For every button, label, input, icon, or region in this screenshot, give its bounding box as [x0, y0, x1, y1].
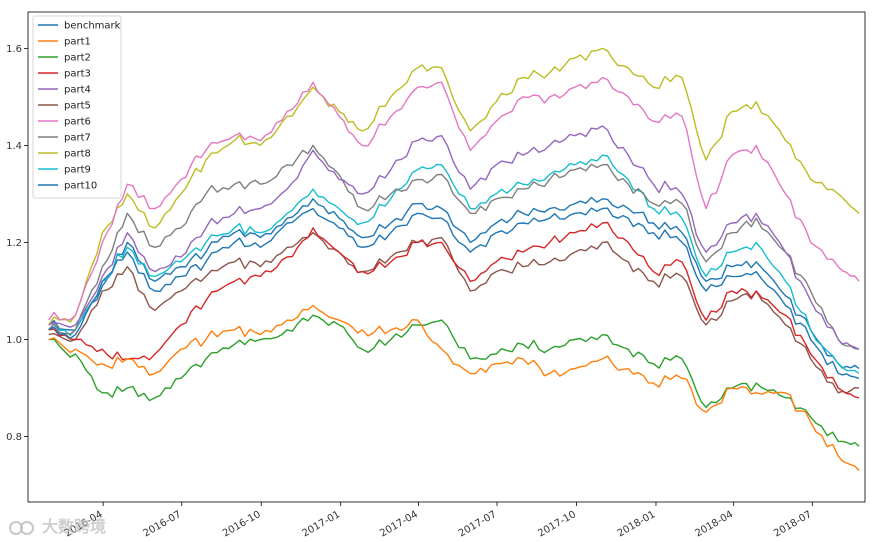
series-line-part5	[48, 232, 860, 394]
y-tick-label: 1.2	[6, 238, 22, 249]
x-tick-label: 2018-07	[772, 509, 814, 539]
y-tick-label: 1.4	[6, 141, 22, 152]
x-tick-label: 2017-10	[536, 509, 578, 539]
x-tick-label: 2017-07	[457, 509, 499, 539]
watermark-logo-icon	[9, 520, 34, 535]
y-tick-label: 1.0	[6, 335, 22, 346]
legend-label: part6	[64, 117, 91, 128]
legend-label: part5	[64, 101, 91, 112]
watermark: 大数跨境	[8, 513, 106, 538]
x-tick-label: 2017-01	[300, 509, 342, 539]
series-line-part7	[48, 144, 860, 350]
series-line-part1	[48, 304, 860, 471]
y-tick-label: 1.6	[6, 44, 22, 55]
plot-frame	[27, 11, 866, 503]
legend-label: part7	[64, 133, 91, 144]
series-layer	[48, 47, 860, 471]
legend-label: benchmark	[64, 21, 121, 32]
legend-label: part2	[64, 53, 91, 64]
legend-label: part8	[64, 149, 91, 160]
x-axis: 2016-04 2016-07 2016-10 2017-01 2017-04 2017-…	[63, 502, 814, 539]
series-line-part10	[48, 196, 860, 370]
x-tick-label: 2018-04	[694, 509, 736, 539]
watermark-text: 大数跨境	[42, 517, 107, 536]
legend-label: part3	[64, 69, 91, 80]
legend-label: part10	[64, 181, 97, 192]
legend-label: part9	[64, 165, 91, 176]
series-line-part4	[48, 125, 860, 350]
legend-label: part1	[64, 37, 91, 48]
x-tick-label: 2017-04	[378, 509, 420, 539]
y-tick-label: 0.8	[6, 432, 22, 443]
series-line-benchmark	[48, 207, 860, 379]
series-line-part3	[48, 221, 860, 399]
series-line-part8	[48, 47, 860, 326]
x-tick-label: 2016-10	[221, 509, 263, 539]
legend: benchmark part1 part2 part3 part4 part5 part6 p…	[32, 15, 122, 199]
legend-label: part4	[64, 85, 91, 96]
x-tick-label: 2018-01	[616, 509, 658, 539]
series-line-part6	[48, 76, 860, 321]
plot-area	[28, 12, 865, 502]
y-axis: 0.8 1.0 1.2 1.4 1.6	[6, 44, 28, 443]
series-line-part2	[48, 314, 860, 447]
series-line-part9	[48, 154, 860, 374]
x-tick-label: 2016-07	[142, 509, 184, 539]
